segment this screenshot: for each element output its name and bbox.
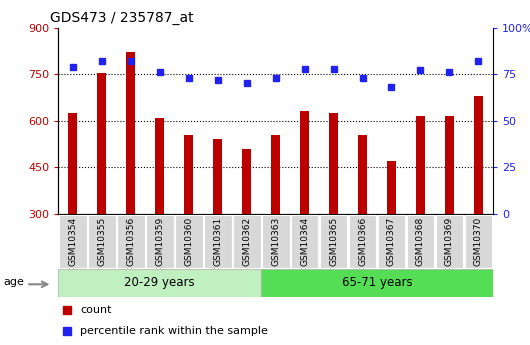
- Bar: [242, 149, 251, 214]
- Text: GSM10361: GSM10361: [213, 217, 222, 266]
- FancyBboxPatch shape: [117, 215, 145, 268]
- FancyBboxPatch shape: [59, 215, 87, 268]
- FancyBboxPatch shape: [407, 215, 435, 268]
- Bar: [271, 135, 280, 214]
- Bar: [68, 113, 77, 214]
- Bar: [300, 111, 309, 214]
- Text: GSM10360: GSM10360: [184, 217, 193, 266]
- Bar: [98, 72, 106, 214]
- Text: GSM10359: GSM10359: [155, 217, 164, 266]
- Text: GSM10356: GSM10356: [126, 217, 135, 266]
- Bar: [474, 96, 483, 214]
- Text: GSM10369: GSM10369: [445, 217, 454, 266]
- Bar: [445, 116, 454, 214]
- Text: GSM10368: GSM10368: [416, 217, 425, 266]
- Text: GSM10365: GSM10365: [329, 217, 338, 266]
- Text: 65-71 years: 65-71 years: [342, 276, 412, 289]
- Text: count: count: [80, 305, 111, 315]
- Text: GSM10355: GSM10355: [98, 217, 106, 266]
- Text: GSM10354: GSM10354: [68, 217, 77, 266]
- Text: percentile rank within the sample: percentile rank within the sample: [80, 326, 268, 336]
- FancyBboxPatch shape: [436, 215, 463, 268]
- Bar: [329, 113, 338, 214]
- Text: GSM10362: GSM10362: [242, 217, 251, 266]
- FancyBboxPatch shape: [233, 215, 261, 268]
- FancyBboxPatch shape: [320, 215, 348, 268]
- FancyBboxPatch shape: [262, 215, 289, 268]
- FancyBboxPatch shape: [349, 215, 376, 268]
- FancyBboxPatch shape: [377, 215, 405, 268]
- FancyBboxPatch shape: [290, 215, 319, 268]
- Text: GSM10366: GSM10366: [358, 217, 367, 266]
- FancyBboxPatch shape: [88, 215, 116, 268]
- Bar: [213, 139, 222, 214]
- Bar: [126, 52, 135, 214]
- Bar: [387, 161, 396, 214]
- FancyBboxPatch shape: [204, 215, 232, 268]
- Bar: [416, 116, 425, 214]
- Text: GSM10364: GSM10364: [300, 217, 309, 266]
- Bar: [358, 135, 367, 214]
- Text: 20-29 years: 20-29 years: [125, 276, 195, 289]
- FancyBboxPatch shape: [58, 269, 261, 297]
- Bar: [184, 135, 193, 214]
- Text: age: age: [3, 277, 24, 286]
- FancyBboxPatch shape: [464, 215, 492, 268]
- Text: GSM10363: GSM10363: [271, 217, 280, 266]
- FancyBboxPatch shape: [146, 215, 174, 268]
- Text: GSM10367: GSM10367: [387, 217, 396, 266]
- FancyBboxPatch shape: [175, 215, 202, 268]
- Bar: [155, 118, 164, 214]
- Text: GSM10370: GSM10370: [474, 217, 483, 266]
- FancyBboxPatch shape: [261, 269, 493, 297]
- Text: GDS473 / 235787_at: GDS473 / 235787_at: [50, 11, 193, 25]
